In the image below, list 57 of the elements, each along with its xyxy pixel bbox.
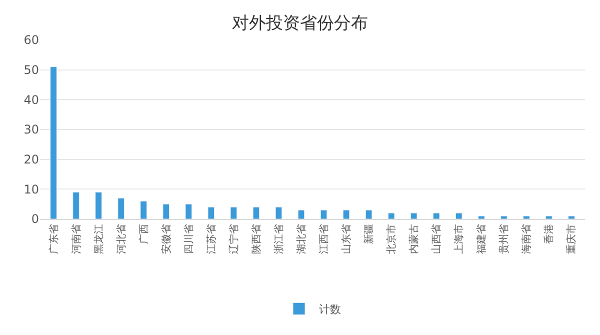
x-tick-label: 辽宁省 — [228, 224, 240, 254]
chart-title: 对外投资省份分布 — [232, 14, 368, 34]
y-tick-label: 50 — [24, 63, 39, 78]
x-tick-label: 江苏省 — [205, 224, 218, 254]
x-tick-label: 重庆市 — [566, 224, 578, 254]
bar — [162, 204, 170, 219]
x-tick-label: 黑龙江 — [92, 224, 105, 254]
x-tick-label: 陕西省 — [250, 224, 262, 254]
bar — [478, 216, 485, 219]
bar — [95, 192, 102, 219]
bar — [546, 216, 552, 219]
bar — [388, 212, 395, 219]
x-tick-label: 内蒙古 — [408, 224, 420, 254]
x-tick-label: 新疆 — [363, 224, 376, 244]
bar — [523, 216, 530, 219]
bar — [365, 210, 372, 219]
x-tick-label: 安徽省 — [160, 224, 172, 254]
bar — [185, 204, 192, 219]
x-tick-label: 江西省 — [318, 224, 330, 254]
x-tick-label: 上海市 — [453, 224, 466, 254]
bar — [298, 210, 305, 219]
y-tick-label: 20 — [24, 152, 39, 167]
x-tick-label: 河北省 — [115, 224, 128, 254]
x-tick-label: 广东省 — [48, 224, 60, 254]
x-tick-label: 浙江省 — [272, 224, 285, 254]
y-tick-label: 10 — [24, 182, 39, 196]
bar — [72, 192, 80, 219]
bar — [432, 212, 440, 219]
x-tick-label: 福建省 — [476, 224, 488, 254]
x-tick-label: 贵州省 — [498, 224, 510, 254]
x-tick-label: 北京市 — [386, 224, 398, 254]
bar — [252, 206, 260, 219]
x-tick-label: 山东省 — [340, 224, 353, 254]
x-tick-label: 河南省 — [70, 224, 82, 254]
bar — [320, 210, 328, 219]
y-tick-label: 60 — [24, 33, 39, 48]
bar — [342, 210, 350, 219]
y-tick-label: 40 — [24, 92, 39, 107]
bar — [455, 212, 462, 219]
bar — [118, 198, 124, 219]
x-tick-label: 四川省 — [182, 224, 195, 254]
x-tick-label: 山西省 — [430, 224, 443, 254]
bar — [230, 206, 238, 219]
x-tick-label: 湖北省 — [295, 224, 308, 254]
bar — [410, 212, 418, 219]
x-tick-label: 广西 — [138, 224, 150, 244]
x-tick-label: 海南省 — [520, 224, 533, 254]
bar — [140, 200, 147, 219]
bar — [500, 216, 508, 219]
bar — [208, 206, 215, 219]
bar — [275, 206, 282, 219]
y-tick-label: 0 — [31, 212, 39, 226]
y-tick-label: 30 — [24, 122, 39, 137]
x-tick-label: 香港 — [543, 224, 556, 244]
legend-label: 计数 — [319, 302, 341, 316]
bar — [50, 66, 57, 219]
bar — [568, 216, 575, 219]
